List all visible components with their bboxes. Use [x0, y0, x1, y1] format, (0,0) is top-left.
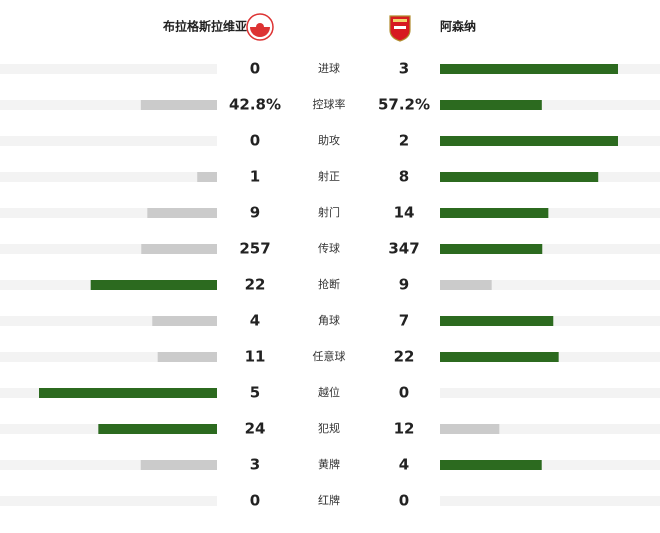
home-value: 22 [245, 276, 266, 294]
away-track [440, 496, 660, 506]
stat-name: 角球 [318, 313, 340, 327]
away-value: 4 [399, 456, 409, 474]
away-bar [440, 352, 559, 362]
home-track [0, 316, 217, 326]
away-value: 14 [394, 204, 415, 222]
home-team: 布拉格斯拉维亚 [163, 19, 247, 34]
home-value: 3 [250, 456, 260, 474]
home-bar [152, 316, 217, 326]
home-value: 24 [245, 420, 266, 438]
away-value: 0 [399, 384, 409, 402]
home-value: 257 [239, 240, 270, 258]
away-bar [440, 424, 500, 434]
home-bar [197, 172, 217, 182]
home-bar [157, 352, 217, 362]
away-value: 57.2% [378, 96, 430, 114]
home-bar [147, 208, 217, 218]
away-track [440, 460, 660, 470]
away-bar [440, 136, 618, 146]
home-value: 42.8% [229, 96, 281, 114]
away-bar [440, 208, 549, 218]
home-value: 0 [250, 492, 260, 510]
home-track [0, 244, 217, 254]
stat-name: 射门 [318, 205, 340, 219]
away-track [440, 424, 660, 434]
stat-name: 红牌 [318, 493, 340, 507]
home-track [0, 64, 217, 74]
away-track [440, 244, 660, 254]
home-value: 4 [250, 312, 260, 330]
away-bar [440, 244, 543, 254]
home-value: 0 [250, 60, 260, 78]
home-value: 11 [245, 348, 266, 366]
away-track [440, 280, 660, 290]
away-bar [440, 172, 599, 182]
stat-name: 越位 [318, 385, 340, 399]
away-value: 2 [399, 132, 409, 150]
away-value: 3 [399, 60, 409, 78]
home-logo [246, 13, 274, 41]
home-value: 9 [250, 204, 260, 222]
away-value: 9 [399, 276, 409, 294]
home-bar [98, 424, 217, 434]
away-value: 7 [399, 312, 409, 330]
stat-name: 任意球 [313, 349, 346, 363]
away-track [440, 100, 660, 110]
stat-name: 犯规 [318, 421, 340, 435]
stat-name: 助攻 [318, 133, 340, 147]
away-logo [389, 15, 411, 42]
home-track [0, 352, 217, 362]
home-bar [141, 244, 217, 254]
home-value: 1 [250, 168, 260, 186]
away-value: 22 [394, 348, 415, 366]
away-value: 347 [388, 240, 419, 258]
away-bar [440, 64, 618, 74]
home-track [0, 208, 217, 218]
away-bar [440, 100, 542, 110]
away-bar [440, 280, 492, 290]
home-value: 0 [250, 132, 260, 150]
stat-name: 黄牌 [318, 457, 340, 471]
home-bar [39, 388, 217, 398]
away-bar [440, 460, 542, 470]
away-track [440, 208, 660, 218]
home-bar [140, 100, 217, 110]
away-team: 阿森纳 [440, 19, 476, 34]
away-value: 0 [399, 492, 409, 510]
home-value: 5 [250, 384, 260, 402]
stat-name: 控球率 [313, 97, 346, 111]
away-value: 8 [399, 168, 409, 186]
home-bar [140, 460, 217, 470]
stat-name: 进球 [318, 61, 340, 75]
home-track [0, 100, 217, 110]
home-track [0, 136, 217, 146]
home-track [0, 460, 217, 470]
home-track [0, 172, 217, 182]
away-bar [440, 316, 554, 326]
home-track [0, 496, 217, 506]
away-track [440, 388, 660, 398]
home-bar [90, 280, 217, 290]
stat-name: 抢断 [318, 277, 340, 291]
away-value: 12 [394, 420, 415, 438]
stat-name: 传球 [318, 241, 340, 255]
stat-name: 射正 [318, 169, 340, 183]
